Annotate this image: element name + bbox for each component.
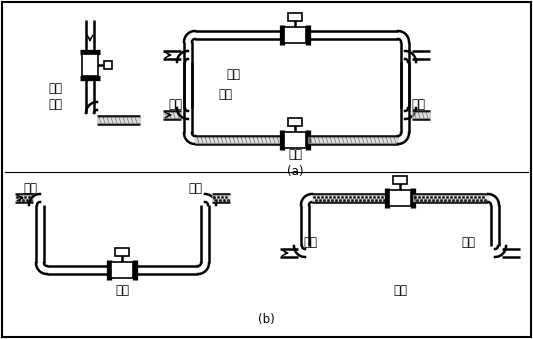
Bar [111, 262, 133, 278]
Text: 氣泡: 氣泡 [188, 181, 202, 195]
Bar [284, 132, 306, 148]
Text: 正確: 正確 [48, 81, 62, 95]
Text: 氣泡: 氣泡 [303, 237, 317, 250]
Text: 正確: 正確 [218, 88, 232, 101]
Text: 液體: 液體 [168, 99, 182, 112]
Text: 氣泡: 氣泡 [461, 237, 475, 250]
Bar [288, 13, 302, 21]
Bar [288, 118, 302, 126]
Text: 液體: 液體 [411, 99, 425, 112]
Text: 液體: 液體 [288, 148, 302, 161]
Bar [389, 190, 411, 206]
Text: 錯誤: 錯誤 [226, 68, 240, 81]
Bar [82, 54, 98, 76]
Text: (b): (b) [257, 314, 274, 326]
Text: 液體: 液體 [48, 99, 62, 112]
Bar [284, 27, 306, 43]
Bar [104, 61, 112, 69]
Bar [115, 248, 129, 256]
Text: 正確: 正確 [115, 283, 129, 297]
Text: 錯誤: 錯誤 [393, 283, 407, 297]
Bar [393, 176, 407, 184]
Text: (a): (a) [287, 165, 303, 178]
Text: 氣泡: 氣泡 [23, 181, 37, 195]
